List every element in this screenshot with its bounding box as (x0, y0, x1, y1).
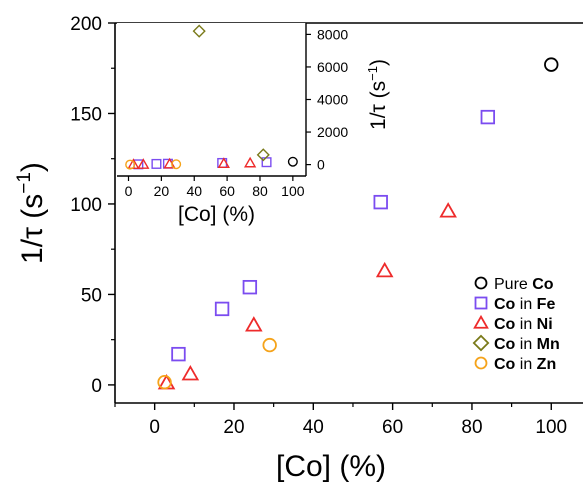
data-point (245, 316, 263, 332)
legend-text-bold: Ni (537, 316, 553, 333)
y-tick-label: 150 (70, 104, 102, 125)
legend-text-bold: Co (494, 336, 516, 353)
legend-label: Co in Mn (494, 336, 560, 353)
y-axis-label: 1/τ (s−1) (14, 162, 49, 264)
inset-x-tick-label: 100 (281, 183, 305, 199)
y-axis-label-sup: −1 (14, 172, 35, 194)
data-point (181, 364, 200, 381)
inset-data-point (151, 158, 162, 169)
data-point (544, 57, 559, 72)
inset-data-point (192, 24, 206, 38)
data-point (171, 346, 186, 362)
legend-label: Co in Zn (494, 356, 556, 373)
legend-text: in (515, 336, 536, 353)
legend-marker (474, 296, 488, 310)
x-tick-label: 100 (535, 417, 567, 438)
legend-marker (474, 276, 488, 290)
legend-text-bold: Co (494, 296, 516, 313)
inset-data-point (171, 159, 182, 170)
inset-data-point (287, 156, 298, 167)
legend-text: Pure (494, 276, 532, 293)
data-point (214, 301, 230, 317)
data-point (157, 374, 172, 390)
y-tick-label: 0 (91, 376, 102, 397)
inset-y-tick-label: 2000 (317, 124, 348, 140)
inset-x-axis-label: [Co] (%) (178, 203, 255, 226)
legend-text-bold: Co (494, 356, 516, 373)
data-point (480, 109, 496, 125)
legend-text: in (515, 296, 536, 313)
legend-text-bold: Zn (537, 356, 557, 373)
data-point (375, 261, 394, 278)
inset-y-tick-label: 0 (317, 157, 325, 173)
y-tick-label: 50 (81, 285, 102, 306)
x-tick-label: 20 (223, 417, 244, 438)
inset-x-tick-label: 40 (186, 183, 202, 199)
x-tick-label: 80 (461, 417, 482, 438)
inset-y-tick-label: 8000 (317, 26, 348, 42)
legend-label: Co in Fe (494, 296, 555, 313)
legend-text-bold: Mn (537, 336, 560, 353)
legend-text: in (515, 316, 536, 333)
y-tick-label: 200 (70, 14, 102, 35)
inset-data-point (125, 159, 136, 170)
legend-text: in (515, 356, 536, 373)
inset-y-axis-label-sup: −1 (365, 66, 380, 81)
legend-text-bold: Co (494, 316, 516, 333)
inset-y-tick-label: 4000 (317, 92, 348, 108)
inset-y-axis-label-end: ) (367, 59, 390, 66)
x-axis-label: [Co] (%) (276, 450, 386, 483)
legend-text-bold: Fe (537, 296, 556, 313)
inset-y-tick-label: 6000 (317, 59, 348, 75)
data-point (439, 202, 457, 218)
inset-background (117, 23, 306, 176)
x-tick-label: 0 (149, 417, 160, 438)
inset-x-tick-label: 80 (252, 183, 268, 199)
data-point (262, 337, 277, 353)
inset-x-tick-label: 20 (154, 183, 170, 199)
legend-label: Pure Co (494, 276, 554, 293)
y-axis-label-main: 1/τ (s (16, 194, 49, 264)
y-tick-label: 100 (70, 195, 102, 216)
y-axis-label-end: ) (16, 162, 49, 172)
legend-marker (474, 356, 488, 370)
legend-text-bold: Co (532, 276, 554, 293)
x-tick-label: 40 (303, 417, 324, 438)
inset-x-tick-label: 60 (219, 183, 235, 199)
legend-label: Co in Ni (494, 316, 553, 333)
legend-marker (473, 314, 489, 329)
inset-data-point (137, 158, 150, 169)
data-point (242, 279, 258, 295)
inset-data-point (243, 156, 257, 168)
legend-marker (472, 334, 490, 352)
x-tick-label: 60 (382, 417, 403, 438)
inset-plot: 0 20 40 60 80 100 0 2000 4000 6000 8000 [Co] (%) 1/τ… (117, 23, 390, 226)
inset-y-axis-label: 1/τ (s−1) (365, 59, 390, 130)
inset-y-axis-label-main: 1/τ (s (367, 81, 390, 130)
inset-data-point (217, 157, 230, 168)
inset-data-point (256, 148, 270, 162)
inset-x-tick-label: 0 (125, 183, 133, 199)
data-point (373, 194, 388, 210)
